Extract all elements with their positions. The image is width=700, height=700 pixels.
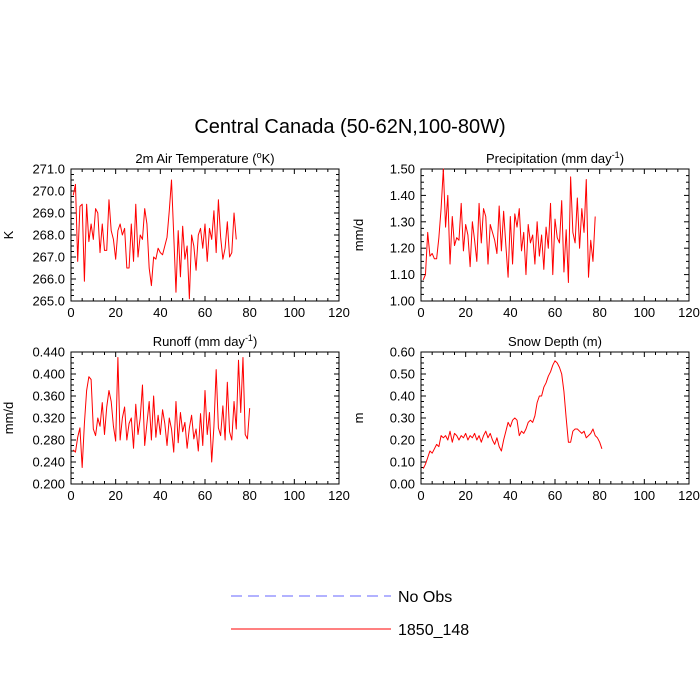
series-line bbox=[422, 168, 596, 284]
x-tick-label: 40 bbox=[153, 305, 167, 320]
y-tick-label: 265.0 bbox=[32, 294, 65, 309]
x-tick-label: 80 bbox=[592, 488, 606, 503]
y-tick-label: 271.0 bbox=[32, 162, 65, 177]
legend-label: 1850_148 bbox=[398, 622, 469, 639]
y-axis-label: mm/d bbox=[1, 402, 16, 435]
y-tick-label: 1.10 bbox=[390, 267, 415, 282]
x-tick-label: 20 bbox=[458, 305, 472, 320]
x-tick-label: 80 bbox=[242, 488, 256, 503]
x-tick-label: 20 bbox=[458, 488, 472, 503]
x-tick-label: 100 bbox=[283, 488, 305, 503]
panel-title-tail: K) bbox=[262, 151, 275, 166]
chart-panel-4: Snow Depth (m) m 0 20 40 60 80 100 120 0.00 0.10 0.… bbox=[351, 334, 700, 503]
x-tick-label: 20 bbox=[108, 488, 122, 503]
x-tick-label: 60 bbox=[198, 305, 212, 320]
x-tick-label: 60 bbox=[548, 488, 562, 503]
panel-title: Snow Depth (m) bbox=[508, 334, 602, 349]
y-tick-label: 1.30 bbox=[390, 214, 415, 229]
y-axis-label: K bbox=[1, 230, 16, 239]
panel-title-main: 2m Air Temperature ( bbox=[135, 151, 257, 166]
x-tick-label: 100 bbox=[283, 305, 305, 320]
x-tick-label: 0 bbox=[417, 488, 424, 503]
legend: No Obs 1850_148 bbox=[231, 589, 469, 639]
panel-title-tail: ) bbox=[620, 151, 624, 166]
x-tick-label: 120 bbox=[328, 488, 350, 503]
y-tick-label: 266.0 bbox=[32, 272, 65, 287]
panel-title-tail: ) bbox=[253, 334, 257, 349]
x-tick-label: 0 bbox=[417, 305, 424, 320]
panel-title-superscript: -1 bbox=[612, 150, 620, 160]
panel-title-main: Runoff (mm day bbox=[153, 334, 246, 349]
plot-frame bbox=[420, 168, 690, 302]
y-tick-label: 0.40 bbox=[390, 389, 415, 404]
y-tick-label: 267.0 bbox=[32, 250, 65, 265]
x-tick-label: 40 bbox=[153, 488, 167, 503]
y-tick-label: 268.0 bbox=[32, 228, 65, 243]
y-tick-label: 0.400 bbox=[32, 367, 65, 382]
series-line bbox=[72, 357, 251, 468]
plot-frame bbox=[420, 351, 690, 485]
panel-title-main: Snow Depth (m) bbox=[508, 334, 602, 349]
y-tick-label: 0.440 bbox=[32, 345, 65, 360]
x-tick-label: 80 bbox=[242, 305, 256, 320]
x-tick-label: 120 bbox=[678, 488, 700, 503]
y-tick-label: 0.50 bbox=[390, 367, 415, 382]
series-line bbox=[422, 360, 603, 469]
panel-title: 2m Air Temperature (oK) bbox=[135, 150, 274, 166]
y-tick-label: 0.60 bbox=[390, 345, 415, 360]
x-tick-label: 100 bbox=[633, 488, 655, 503]
y-tick-label: 0.240 bbox=[32, 455, 65, 470]
y-tick-label: 0.30 bbox=[390, 411, 415, 426]
x-tick-label: 60 bbox=[198, 488, 212, 503]
x-tick-label: 40 bbox=[503, 305, 517, 320]
panel-title: Precipitation (mm day-1) bbox=[486, 150, 624, 166]
y-tick-label: 1.50 bbox=[390, 162, 415, 177]
y-tick-label: 1.40 bbox=[390, 188, 415, 203]
x-tick-label: 60 bbox=[548, 305, 562, 320]
legend-label: No Obs bbox=[398, 589, 452, 606]
series-line bbox=[72, 179, 237, 300]
y-tick-label: 270.0 bbox=[32, 184, 65, 199]
figure-title: Central Canada (50-62N,100-80W) bbox=[194, 116, 505, 138]
x-tick-label: 120 bbox=[328, 305, 350, 320]
x-tick-label: 120 bbox=[678, 305, 700, 320]
y-tick-label: 0.320 bbox=[32, 411, 65, 426]
x-tick-label: 100 bbox=[633, 305, 655, 320]
panels-group: 2m Air Temperature (oK) K 0 20 40 60 80 100 120 2… bbox=[1, 150, 700, 503]
y-tick-label: 1.20 bbox=[390, 241, 415, 256]
panel-title-superscript: -1 bbox=[245, 333, 253, 343]
y-axis-label: mm/d bbox=[351, 219, 366, 252]
x-tick-label: 20 bbox=[108, 305, 122, 320]
x-tick-label: 0 bbox=[67, 488, 74, 503]
x-tick-label: 80 bbox=[592, 305, 606, 320]
x-tick-label: 40 bbox=[503, 488, 517, 503]
chart-panel-1: 2m Air Temperature (oK) K 0 20 40 60 80 100 120 2… bbox=[1, 150, 350, 320]
panel-title-main: Precipitation (mm day bbox=[486, 151, 612, 166]
y-tick-label: 0.20 bbox=[390, 433, 415, 448]
panel-title-superscript: o bbox=[257, 150, 262, 160]
y-tick-label: 0.200 bbox=[32, 477, 65, 492]
y-tick-label: 0.280 bbox=[32, 433, 65, 448]
y-tick-label: 0.00 bbox=[390, 477, 415, 492]
y-axis-label: m bbox=[351, 413, 366, 424]
chart-panel-2: Precipitation (mm day-1) mm/d 0 20 40 60 80 100… bbox=[351, 150, 700, 320]
y-tick-label: 0.360 bbox=[32, 389, 65, 404]
chart-panel-3: Runoff (mm day-1) mm/d 0 20 40 60 80 100 120 0.20… bbox=[1, 333, 350, 503]
y-tick-label: 269.0 bbox=[32, 206, 65, 221]
plot-frame bbox=[70, 168, 340, 302]
plot-frame bbox=[70, 351, 340, 485]
y-tick-label: 0.10 bbox=[390, 455, 415, 470]
x-tick-label: 0 bbox=[67, 305, 74, 320]
panel-title: Runoff (mm day-1) bbox=[153, 333, 258, 349]
y-tick-label: 1.00 bbox=[390, 294, 415, 309]
